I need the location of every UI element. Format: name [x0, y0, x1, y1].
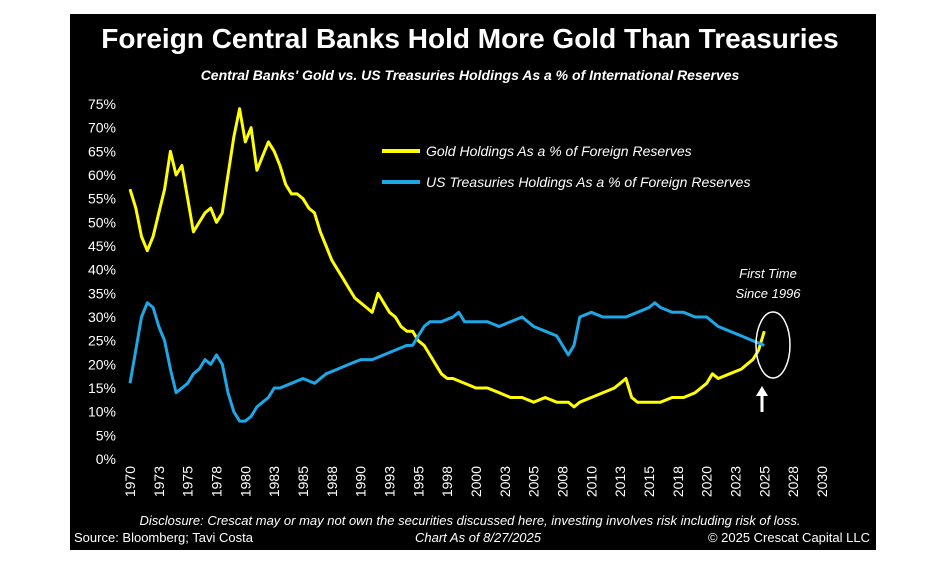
y-tick-label: 20%: [88, 356, 116, 372]
series-layer: [128, 107, 766, 423]
x-tick-label: 1988: [324, 466, 340, 497]
y-tick-label: 75%: [88, 96, 116, 112]
x-tick-label: 1985: [295, 466, 311, 497]
legend-treasuries-label: US Treasuries Holdings As a % of Foreign…: [426, 174, 750, 190]
y-tick-label: 50%: [88, 214, 116, 230]
x-tick-label: 1975: [180, 466, 196, 497]
y-tick-label: 55%: [88, 191, 116, 207]
x-tick-label: 2003: [497, 466, 513, 497]
annotation-circle: [755, 311, 791, 379]
y-tick-label: 65%: [88, 143, 116, 159]
x-tick-label: 1970: [122, 466, 138, 497]
x-tick-label: 2018: [670, 466, 686, 497]
y-tick-label: 70%: [88, 120, 116, 136]
chart-panel: Foreign Central Banks Hold More Gold Tha…: [70, 14, 876, 550]
annotation-line-2: Since 1996: [735, 286, 801, 301]
chart-date-text: Chart As of 8/27/2025: [415, 530, 542, 545]
y-axis-ticks: 0% 5% 10% 15% 20% 25% 30% 35% 40% 45% 50% 55% 60% 65%…: [88, 96, 116, 467]
x-tick-label: 1978: [209, 466, 225, 497]
x-tick-label: 1973: [151, 466, 167, 497]
x-tick-label: 2028: [785, 466, 801, 497]
x-tick-label: 2023: [728, 466, 744, 497]
x-tick-label: 1983: [266, 466, 282, 497]
x-tick-label: 2020: [699, 466, 715, 497]
treasuries-series-line: [128, 301, 765, 423]
annotation-line-1: First Time: [739, 266, 797, 281]
x-tick-label: 2010: [583, 466, 599, 497]
chart-subtitle: Central Banks' Gold vs. US Treasuries Ho…: [201, 67, 740, 83]
y-tick-label: 45%: [88, 238, 116, 254]
x-tick-label: 1993: [382, 466, 398, 497]
y-tick-label: 0%: [96, 451, 116, 467]
y-tick-label: 25%: [88, 333, 116, 349]
source-text: Source: Bloomberg; Tavi Costa: [74, 530, 254, 545]
annotation: First Time Since 1996: [735, 266, 801, 412]
x-tick-label: 2000: [468, 466, 484, 497]
chart-title: Foreign Central Banks Hold More Gold Tha…: [101, 23, 838, 54]
y-tick-label: 30%: [88, 309, 116, 325]
up-arrow-icon: [756, 386, 768, 412]
gold-series-line: [128, 107, 766, 409]
y-tick-label: 40%: [88, 262, 116, 278]
copyright-text: © 2025 Crescat Capital LLC: [708, 530, 870, 545]
x-tick-label: 1998: [439, 466, 455, 497]
x-tick-label: 2030: [814, 466, 830, 497]
x-tick-label: 2015: [641, 466, 657, 497]
x-tick-label: 2005: [526, 466, 542, 497]
chart: Foreign Central Banks Hold More Gold Tha…: [74, 23, 870, 545]
x-tick-label: 2025: [756, 466, 772, 497]
legend-gold-label: Gold Holdings As a % of Foreign Reserves: [426, 143, 692, 159]
y-tick-label: 10%: [88, 404, 116, 420]
x-tick-label: 2013: [612, 466, 628, 497]
disclosure-text: Disclosure: Crescat may or may not own t…: [139, 513, 800, 528]
x-tick-label: 1980: [237, 466, 253, 497]
x-tick-label: 2008: [555, 466, 571, 497]
y-tick-label: 60%: [88, 167, 116, 183]
x-tick-label: 1990: [353, 466, 369, 497]
y-tick-label: 35%: [88, 285, 116, 301]
x-tick-label: 1995: [410, 466, 426, 497]
y-tick-label: 15%: [88, 380, 116, 396]
x-axis-ticks: 1970 1973 1975 1978 1980 1983 1985 1988 1990 1993…: [122, 466, 830, 497]
legend: Gold Holdings As a % of Foreign Reserves…: [382, 143, 750, 190]
y-tick-label: 5%: [96, 427, 116, 443]
